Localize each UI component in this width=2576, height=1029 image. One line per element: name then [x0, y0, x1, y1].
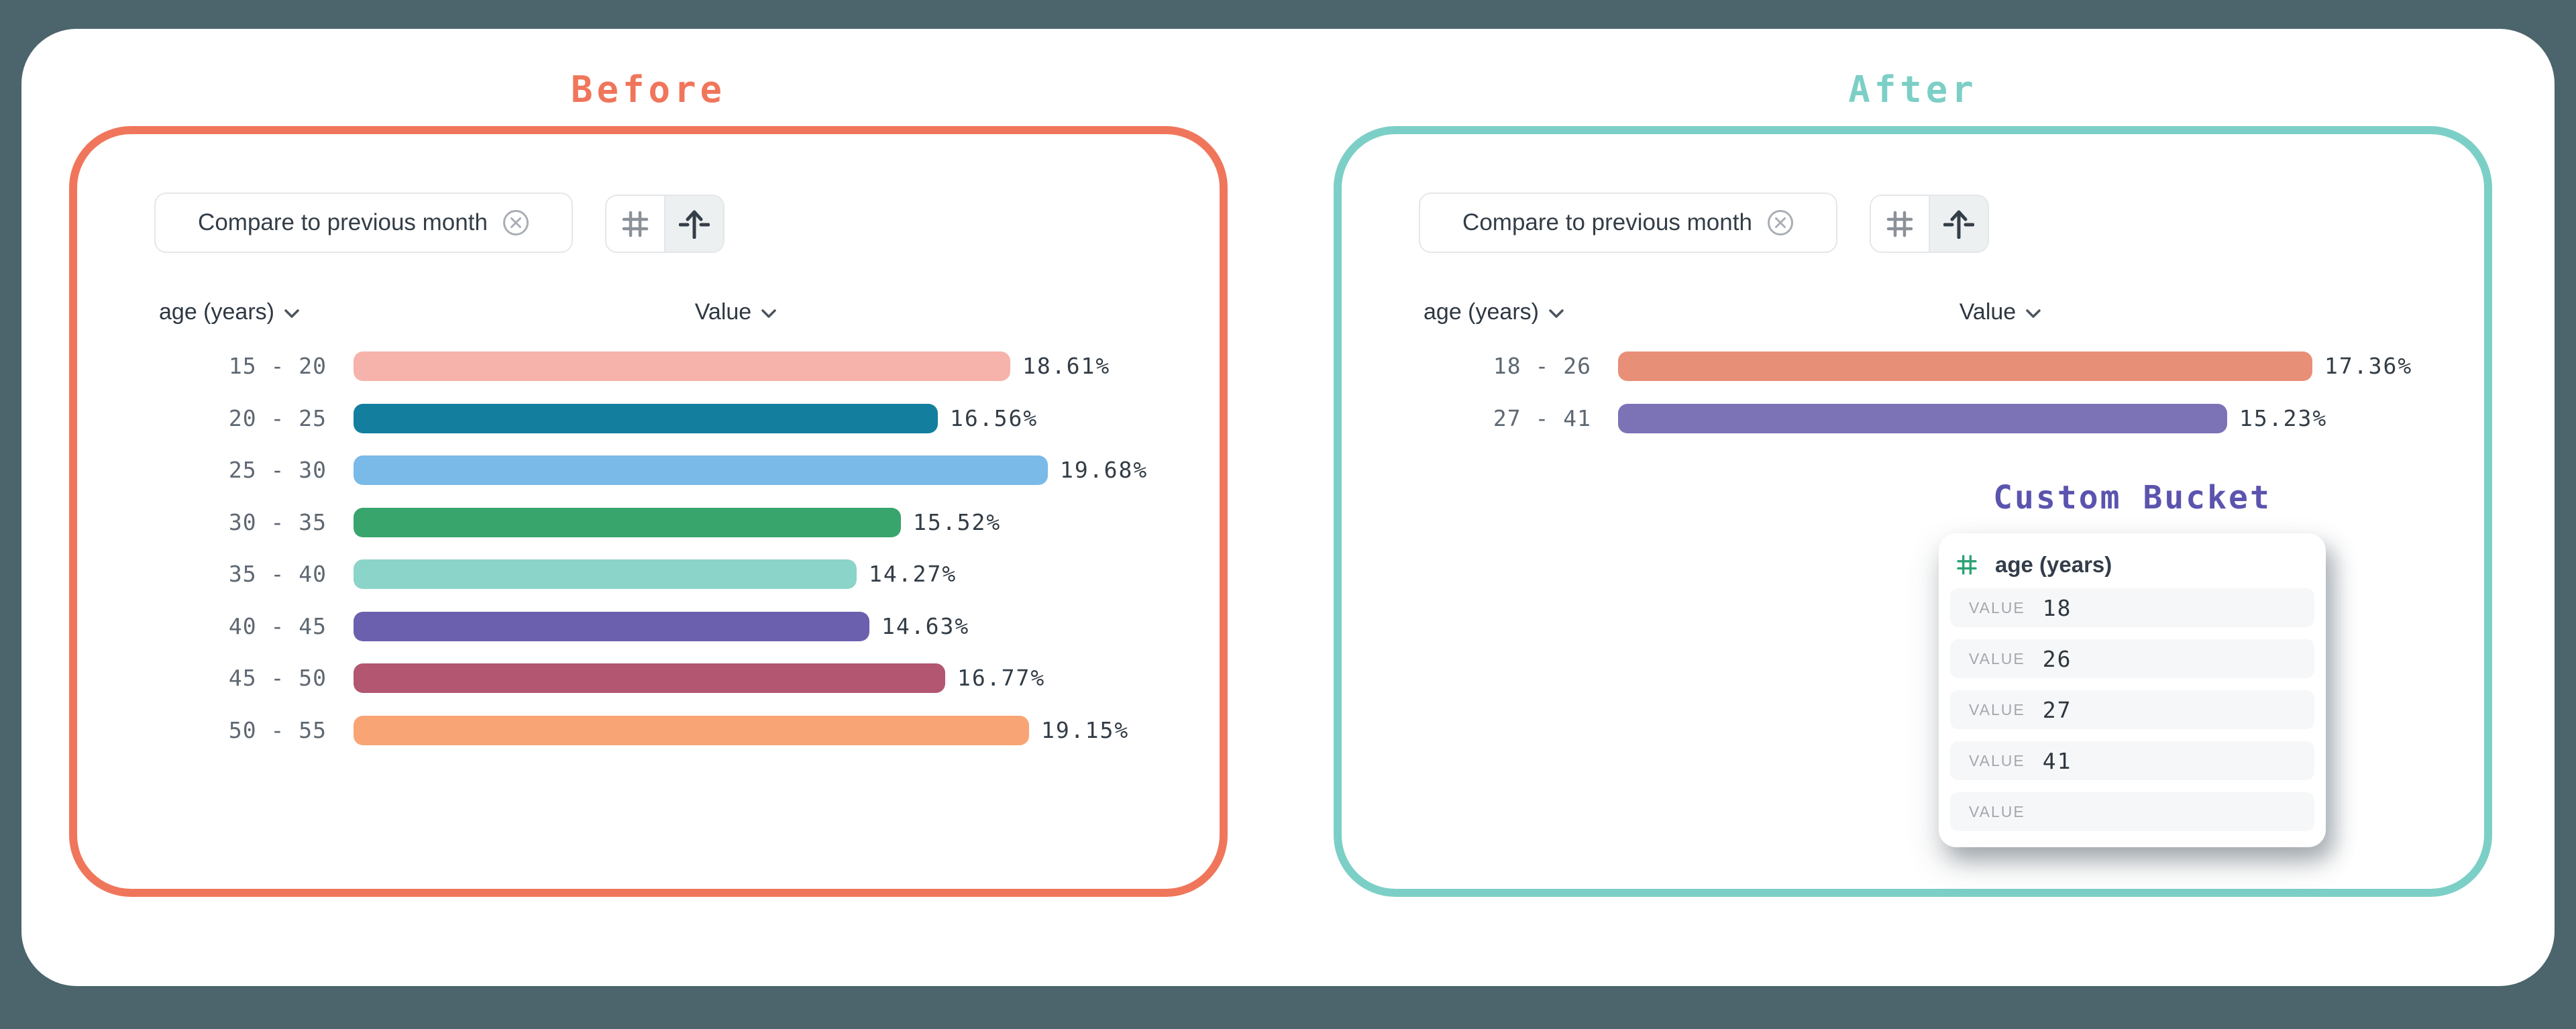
before-panel: Compare to previous month age (years) Va…: [69, 126, 1228, 897]
bucket-value-input[interactable]: VALUE 18: [1950, 588, 2314, 627]
bucket-input-label: VALUE: [1969, 649, 2025, 667]
category-label: 27 - 41: [1493, 404, 1591, 431]
bucket-value-input[interactable]: VALUE: [1950, 792, 2314, 831]
bucket-field-header: age (years): [1956, 548, 2112, 582]
filter-chip-label: Compare to previous month: [1462, 209, 1752, 235]
bar[interactable]: [354, 403, 938, 433]
before-chart: 15 - 20 18.61% 20 - 25 16.56% 25 - 30 19.68% 3…: [77, 134, 1220, 889]
bucket-value-input[interactable]: VALUE 27: [1950, 690, 2314, 729]
category-label: 15 - 20: [228, 353, 327, 379]
bucket-input-label: VALUE: [1969, 802, 2025, 820]
category-label: 40 - 45: [228, 612, 327, 639]
table-row: 15 - 20 18.61%: [77, 340, 1220, 392]
category-label: 30 - 35: [228, 508, 327, 535]
category-label: 20 - 25: [228, 404, 327, 431]
bucket-input-value: 27: [2042, 696, 2072, 723]
category-label: 18 - 26: [1493, 353, 1591, 379]
bar[interactable]: [354, 611, 869, 641]
measure-header-label: Value: [694, 299, 752, 325]
bar-mode-button[interactable]: [665, 196, 723, 252]
measure-header[interactable]: Value: [1933, 295, 2068, 329]
value-label: 14.63%: [881, 612, 970, 639]
value-label: 14.27%: [869, 561, 957, 587]
chevron-down-icon: [1549, 309, 1564, 318]
bar-mode-button[interactable]: [1930, 196, 1988, 252]
bar[interactable]: [354, 559, 857, 589]
bucket-input-label: VALUE: [1969, 598, 2025, 616]
value-label: 15.52%: [913, 508, 1002, 535]
value-label: 19.68%: [1060, 457, 1148, 483]
after-panel: Compare to previous month age (years) Va…: [1334, 126, 2492, 897]
filter-chip[interactable]: Compare to previous month: [154, 193, 573, 253]
filter-chip-label: Compare to previous month: [198, 209, 488, 235]
display-mode-toggle: [605, 195, 724, 253]
number-mode-button[interactable]: [606, 196, 665, 252]
table-row: 20 - 25 16.56%: [77, 392, 1220, 445]
before-title: Before: [570, 68, 727, 111]
dimension-header[interactable]: age (years): [1424, 295, 1564, 329]
measure-header[interactable]: Value: [669, 295, 803, 329]
chevron-down-icon: [761, 309, 776, 318]
remove-filter-icon[interactable]: [502, 209, 529, 236]
custom-bucket-popup: age (years) VALUE 18 VALUE 26 VALUE 27 VALUE 41…: [1939, 533, 2326, 847]
bucket-input-label: VALUE: [1969, 700, 2025, 718]
arrow-up-line-icon: [1943, 210, 1974, 239]
value-label: 18.61%: [1022, 353, 1111, 379]
table-row: 27 - 41 15.23%: [1342, 392, 2484, 445]
filter-chip[interactable]: Compare to previous month: [1419, 193, 1837, 253]
table-row: 35 - 40 14.27%: [77, 548, 1220, 600]
value-label: 15.23%: [2239, 404, 2328, 431]
after-title: After: [1848, 68, 1978, 111]
value-label: 19.15%: [1041, 716, 1130, 743]
bar[interactable]: [1618, 351, 2312, 381]
category-label: 50 - 55: [228, 716, 327, 743]
dimension-header-label: age (years): [159, 299, 274, 325]
hash-icon: [622, 211, 649, 237]
remove-filter-icon[interactable]: [1767, 209, 1794, 236]
value-label: 16.77%: [957, 665, 1046, 691]
table-row: 25 - 30 19.68%: [77, 444, 1220, 496]
table-row: 50 - 55 19.15%: [77, 704, 1220, 757]
display-mode-toggle: [1870, 195, 1989, 253]
bucket-value-input[interactable]: VALUE 41: [1950, 741, 2314, 780]
chevron-down-icon: [2026, 309, 2041, 318]
category-label: 25 - 30: [228, 457, 327, 483]
bar[interactable]: [354, 663, 945, 693]
measure-header-label: Value: [1959, 299, 2017, 325]
bar[interactable]: [354, 715, 1029, 745]
table-row: 18 - 26 17.36%: [1342, 340, 2484, 392]
after-chart: 18 - 26 17.36% 27 - 41 15.23%: [1342, 134, 2484, 889]
dimension-header[interactable]: age (years): [159, 295, 300, 329]
chevron-down-icon: [284, 309, 299, 318]
category-label: 45 - 50: [228, 665, 327, 691]
bucket-input-label: VALUE: [1969, 751, 2025, 769]
bucket-value-input[interactable]: VALUE 26: [1950, 639, 2314, 678]
dimension-header-label: age (years): [1424, 299, 1539, 325]
value-label: 16.56%: [950, 404, 1038, 431]
bucket-input-value: 18: [2042, 594, 2072, 621]
bucket-field-label: age (years): [1995, 552, 2112, 577]
bar[interactable]: [1618, 403, 2227, 433]
bar[interactable]: [354, 507, 901, 537]
table-row: 40 - 45 14.63%: [77, 600, 1220, 653]
bucket-input-value: 41: [2042, 747, 2072, 774]
table-row: 30 - 35 15.52%: [77, 496, 1220, 549]
bar[interactable]: [354, 351, 1010, 381]
arrow-up-line-icon: [679, 210, 710, 239]
bar[interactable]: [354, 455, 1048, 485]
number-mode-button[interactable]: [1871, 196, 1930, 252]
bucket-input-value: 26: [2042, 645, 2072, 672]
category-label: 35 - 40: [228, 561, 327, 587]
value-label: 17.36%: [2324, 353, 2413, 379]
hash-icon: [1957, 555, 1977, 575]
table-row: 45 - 50 16.77%: [77, 652, 1220, 704]
hash-icon: [1886, 211, 1913, 237]
custom-bucket-title: Custom Bucket: [1993, 479, 2271, 517]
